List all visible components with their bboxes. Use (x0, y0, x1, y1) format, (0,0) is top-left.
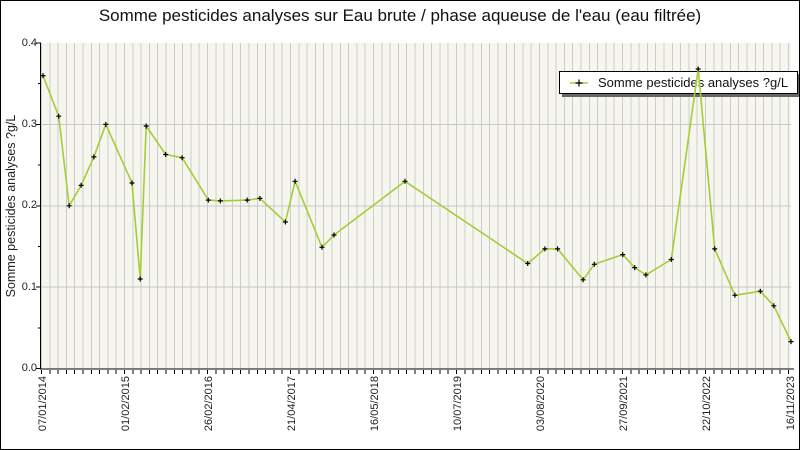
y-tick-label: 0.0 (21, 362, 37, 374)
x-tick-label: 26/02/2016 (202, 375, 215, 431)
x-tick-label: 21/04/2017 (285, 375, 298, 431)
legend-marker-icon (570, 79, 588, 86)
x-axis-minor-ticks (41, 369, 791, 374)
x-tick-label: 01/02/2015 (119, 375, 132, 431)
y-tick-label: 0.3 (21, 117, 37, 130)
y-tick-label: 0.4 (21, 36, 37, 49)
x-tick-label: 07/01/2014 (36, 375, 49, 431)
x-tick-label: 22/10/2022 (701, 375, 714, 431)
x-tick-label: 03/08/2020 (535, 375, 548, 431)
legend: Somme pesticides analyses ?g/L (559, 71, 799, 94)
x-tick-label: 27/09/2021 (618, 375, 631, 431)
x-tick-label: 16/05/2018 (368, 375, 381, 431)
x-tick-label: 10/07/2019 (452, 375, 465, 431)
y-tick-label: 0.2 (21, 199, 37, 212)
legend-label: Somme pesticides analyses ?g/L (598, 75, 789, 90)
x-tick-label: 16/11/2023 (784, 375, 797, 430)
chart-title: Somme pesticides analyses sur Eau brute … (98, 6, 702, 25)
y-tick-label: 0.1 (21, 280, 37, 293)
